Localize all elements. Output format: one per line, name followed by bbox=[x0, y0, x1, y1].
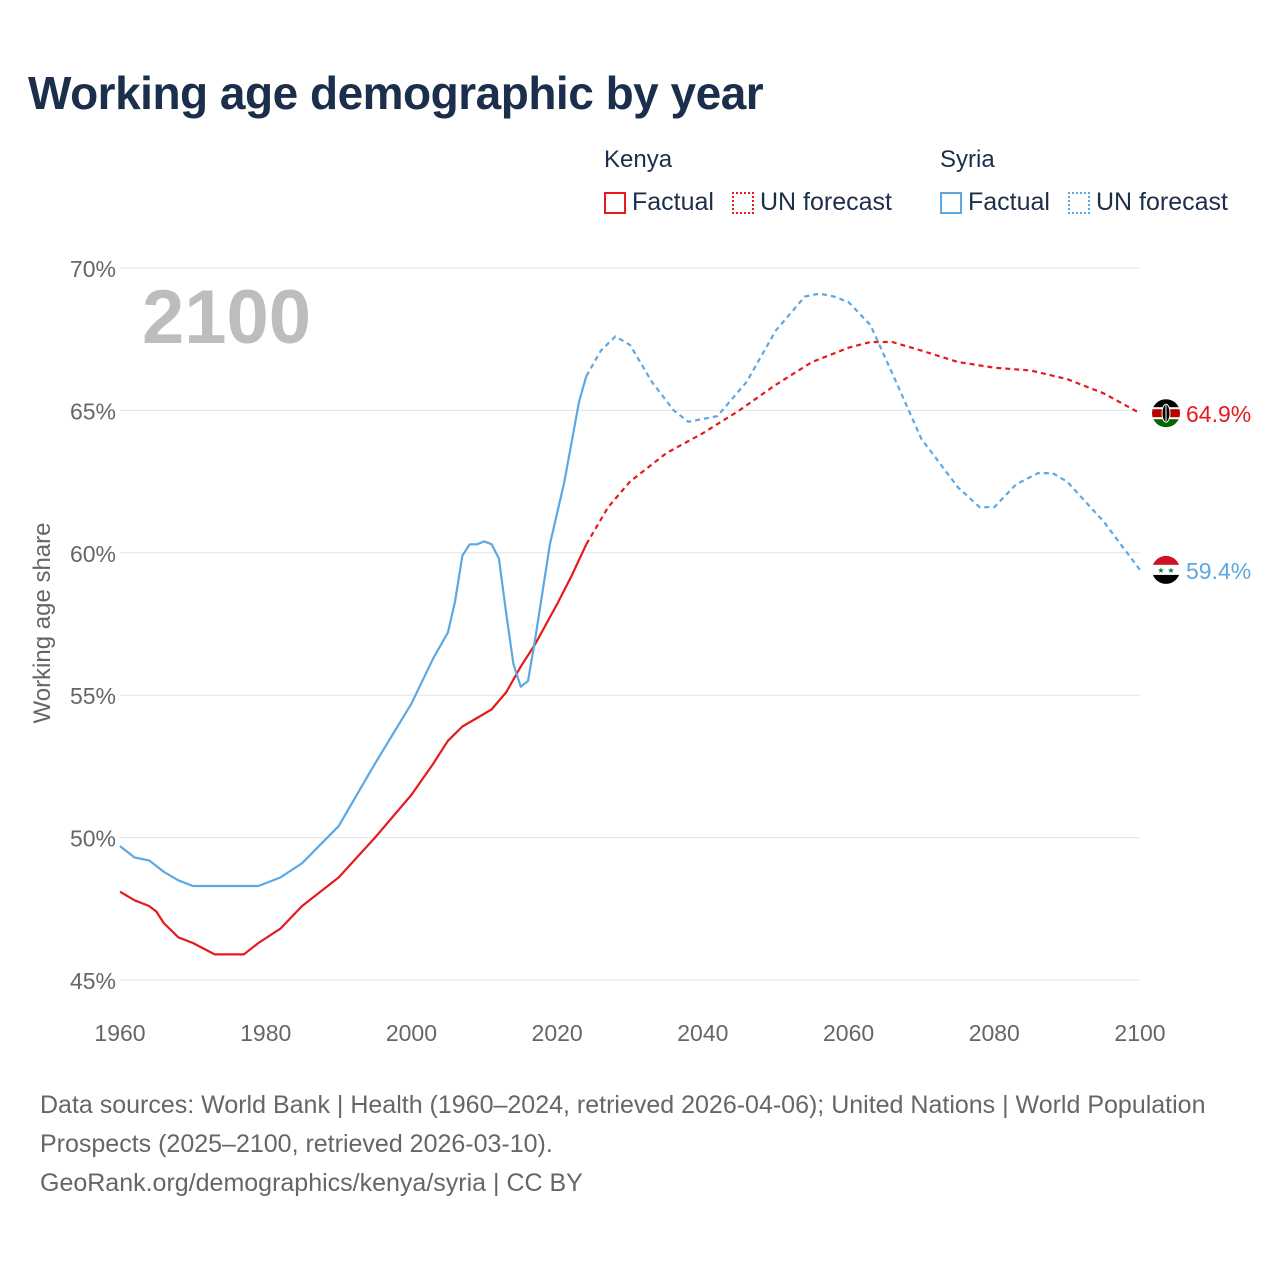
line-chart: 2100 Working age share 45% 50% 55% 60% 65% 70… bbox=[29, 256, 1251, 1046]
syria-factual-swatch bbox=[940, 191, 962, 214]
legend-kenya-factual[interactable]: Factual bbox=[604, 188, 714, 217]
legend-syria-factual[interactable]: Factual bbox=[940, 188, 1050, 217]
kenya-flag-icon[interactable] bbox=[1151, 398, 1181, 428]
x-tick-label: 2000 bbox=[386, 1020, 437, 1046]
x-tick-label: 2060 bbox=[823, 1020, 874, 1046]
credit-link[interactable]: GeoRank.org/demographics/kenya/syria | C… bbox=[40, 1169, 583, 1197]
year-watermark: 2100 bbox=[142, 275, 311, 360]
y-axis-ticks: 45% 50% 55% 60% 65% 70% bbox=[70, 256, 116, 994]
footer: Data sources: World Bank | Health (1960–… bbox=[40, 1086, 1220, 1203]
legend-syria-forecast-label: UN forecast bbox=[1095, 188, 1228, 216]
legend-kenya-factual-label: Factual bbox=[632, 188, 714, 216]
legend-kenya-forecast[interactable]: UN forecast bbox=[731, 188, 892, 217]
y-tick-label: 60% bbox=[70, 541, 116, 567]
svg-text:★: ★ bbox=[1157, 566, 1164, 575]
legend-syria-factual-label: Factual bbox=[968, 188, 1050, 216]
x-tick-label: 2020 bbox=[532, 1020, 583, 1046]
x-axis-ticks: 1960 1980 2000 2020 2040 2060 2080 2100 bbox=[94, 1020, 1165, 1046]
kenya-factual-line[interactable] bbox=[119, 543, 588, 956]
gridlines bbox=[120, 267, 1140, 981]
legend-syria-forecast[interactable]: UN forecast bbox=[1067, 188, 1228, 217]
syria-factual-line[interactable] bbox=[119, 375, 588, 888]
legend-kenya-forecast-label: UN forecast bbox=[759, 188, 892, 216]
y-tick-label: 70% bbox=[70, 256, 116, 282]
y-tick-label: 55% bbox=[70, 683, 116, 709]
y-axis-label: Working age share bbox=[29, 523, 56, 724]
kenya-forecast-line[interactable] bbox=[585, 340, 1141, 545]
legend-kenya-country: Kenya bbox=[604, 146, 673, 173]
data-sources: Data sources: World Bank | Health (1960–… bbox=[40, 1091, 1206, 1158]
x-tick-label: 2080 bbox=[969, 1020, 1020, 1046]
x-tick-label: 2040 bbox=[677, 1020, 728, 1046]
syria-flag-icon[interactable]: ★ ★ bbox=[1151, 555, 1181, 585]
legend-kenya: Kenya Factual UN forecast bbox=[604, 146, 892, 217]
svg-text:★: ★ bbox=[1167, 566, 1174, 575]
y-tick-label: 65% bbox=[70, 398, 116, 424]
kenya-forecast-swatch bbox=[731, 191, 754, 214]
end-markers: ★ ★ bbox=[1151, 398, 1181, 585]
x-tick-label: 1960 bbox=[94, 1020, 145, 1046]
x-tick-label: 2100 bbox=[1114, 1020, 1165, 1046]
syria-forecast-swatch bbox=[1067, 191, 1090, 214]
kenya-end-value-label: 64.9% bbox=[1186, 401, 1251, 427]
chart-title: Working age demographic by year bbox=[28, 67, 764, 119]
legend-syria-country: Syria bbox=[940, 146, 995, 173]
series-lines: 64.9% 59.4% bbox=[119, 292, 1251, 956]
legend-syria: Syria Factual UN forecast bbox=[940, 146, 1228, 217]
syria-forecast-line[interactable] bbox=[585, 292, 1141, 571]
y-tick-label: 45% bbox=[70, 968, 116, 994]
kenya-factual-swatch bbox=[604, 191, 626, 214]
y-tick-label: 50% bbox=[70, 826, 116, 852]
x-tick-label: 1980 bbox=[240, 1020, 291, 1046]
syria-end-value-label: 59.4% bbox=[1186, 558, 1251, 584]
